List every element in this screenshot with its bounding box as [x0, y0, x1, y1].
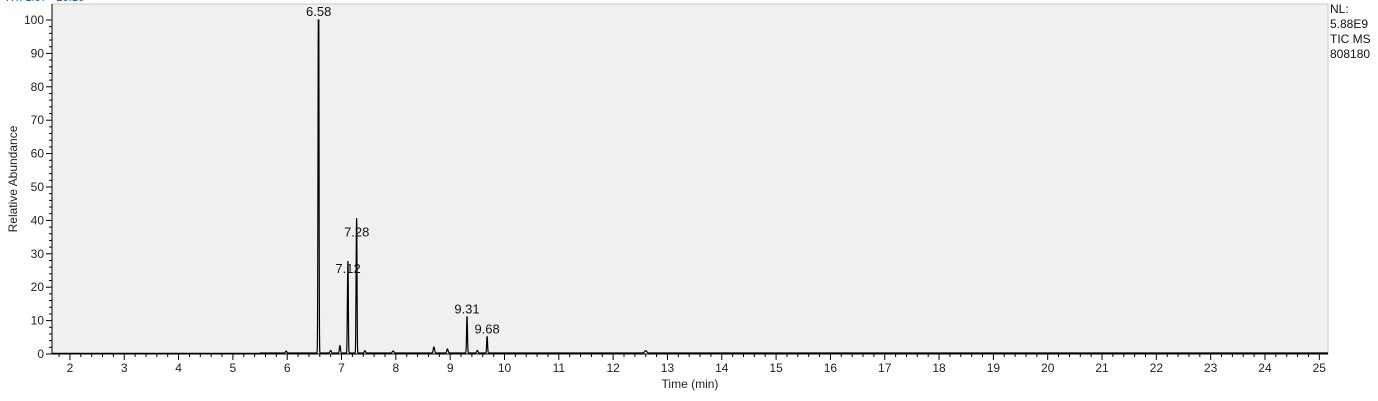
sample-id: 808180: [1330, 47, 1370, 61]
peak-label: 6.58: [306, 4, 331, 19]
x-tick-label: 15: [769, 361, 783, 375]
x-tick-label: 7: [338, 361, 345, 375]
x-tick-label: 19: [987, 361, 1001, 375]
x-tick-label: 9: [447, 361, 454, 375]
y-tick-label: 70: [31, 113, 45, 127]
y-tick-label: 60: [31, 147, 45, 161]
y-tick-label: 0: [37, 347, 44, 361]
nl-value: 5.88E9: [1330, 17, 1368, 31]
x-tick-label: 8: [393, 361, 400, 375]
x-tick-label: 12: [606, 361, 620, 375]
y-tick-label: 100: [24, 13, 44, 27]
x-tick-label: 10: [498, 361, 512, 375]
x-tick-label: 22: [1150, 361, 1164, 375]
x-tick-label: 6: [284, 361, 291, 375]
x-tick-label: 17: [878, 361, 892, 375]
x-tick-label: 11: [553, 361, 566, 375]
y-tick-label: 30: [31, 247, 45, 261]
x-tick-label: 2: [67, 361, 74, 375]
nl-label: NL:: [1330, 2, 1349, 16]
peak-label: 7.28: [344, 224, 369, 239]
trace-line: [52, 19, 1328, 354]
x-tick-label: 16: [824, 361, 838, 375]
x-tick-label: 18: [932, 361, 946, 375]
tic-trace: [52, 19, 1328, 354]
peak-label: 9.68: [474, 321, 499, 336]
x-tick-label: 24: [1258, 361, 1272, 375]
y-tick-label: 90: [31, 46, 45, 60]
y-tick-label: 40: [31, 213, 45, 227]
x-tick-label: 5: [230, 361, 237, 375]
peak-label: 7.12: [335, 261, 360, 276]
y-tick-label: 10: [31, 314, 45, 328]
peak-annotations: 6.58 7.12 7.28 9.31 9.68: [306, 4, 500, 336]
y-tick-label: 20: [31, 280, 45, 294]
x-tick-label: 20: [1041, 361, 1055, 375]
x-tick-label: 3: [121, 361, 128, 375]
plot-area: [51, 3, 1329, 355]
trace-type: TIC MS: [1330, 32, 1371, 46]
x-tick-label: 13: [661, 361, 675, 375]
x-tick-label: 25: [1313, 361, 1327, 375]
y-axis-title: Relative Abundance: [6, 125, 20, 232]
x-tick-label: 21: [1095, 361, 1109, 375]
peak-label: 9.31: [454, 301, 479, 316]
x-axis-title: Time (min): [662, 377, 719, 391]
x-tick-label: 14: [715, 361, 729, 375]
y-tick-label: 50: [31, 180, 45, 194]
x-tick-label: 23: [1204, 361, 1218, 375]
rt-range-header: RT: 1.67 - 25.16: [6, 0, 84, 4]
y-tick-label: 80: [31, 80, 45, 94]
x-tick-label: 4: [175, 361, 182, 375]
